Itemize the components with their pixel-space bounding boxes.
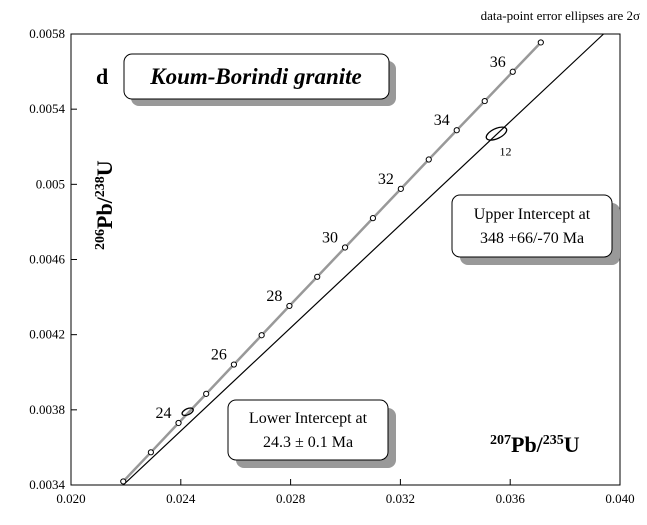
upper-intercept: 348 +66/-70 Ma: [480, 230, 584, 247]
age-point: [425, 156, 432, 163]
age-point: [537, 39, 544, 46]
note: data-point error ellipses are 2σ: [481, 8, 640, 23]
x-tick-label: 0.024: [166, 491, 196, 506]
y-tick-label: 0.0054: [29, 101, 65, 116]
y-tick-label: 0.0058: [29, 26, 65, 41]
x-tick-label: 0.036: [496, 491, 526, 506]
age-point: [481, 97, 488, 105]
x-axis-label: 207Pb/235U: [490, 432, 580, 457]
chart-title: Koum-Borindi granite: [149, 64, 362, 89]
age-point: [509, 68, 516, 75]
age-label: 36: [490, 54, 506, 71]
age-label: 32: [378, 171, 394, 188]
age-label: 26: [211, 347, 227, 364]
y-tick-label: 0.0042: [29, 327, 65, 342]
x-tick-label: 0.020: [56, 491, 85, 506]
age-point: [147, 449, 154, 456]
age-point: [286, 302, 293, 310]
age-label: 24: [156, 405, 172, 422]
y-tick-label: 0.005: [36, 176, 65, 191]
y-axis-label: 206Pb/238U: [92, 160, 117, 250]
lower-intercept: 24.3 ± 0.1 Ma: [263, 434, 353, 451]
y-tick-label: 0.0046: [29, 252, 65, 267]
age-point: [258, 332, 265, 339]
error-ellipse: [181, 407, 194, 417]
discordia-line: [122, 33, 604, 486]
age-point: [341, 244, 349, 251]
ellipse-label: 12: [499, 145, 511, 159]
title-box: [123, 53, 390, 100]
y-tick-label: 0.0034: [29, 477, 65, 492]
age-label: 28: [266, 288, 282, 305]
y-label-part: 238: [93, 176, 108, 197]
age-point: [203, 390, 210, 397]
y-label-part: U: [92, 160, 117, 176]
panel-label: d: [96, 64, 108, 89]
x-tick-label: 0.032: [386, 491, 415, 506]
age-point: [453, 127, 460, 134]
age-point: [369, 215, 377, 222]
age-point: [314, 273, 321, 280]
age-point: [120, 478, 127, 485]
age-point: [230, 361, 238, 368]
error-ellipse: [485, 126, 508, 141]
x-label-part: Pb/: [511, 432, 544, 457]
age-point: [397, 185, 404, 192]
y-label-part: 206: [93, 229, 108, 250]
upper-intercept: Upper Intercept at: [474, 206, 591, 223]
age-point: [175, 419, 182, 427]
x-tick-label: 0.028: [276, 491, 305, 506]
x-label-part: 207: [490, 433, 511, 448]
lower-box: [227, 399, 389, 461]
age-label: 34: [434, 112, 450, 129]
x-tick-label: 0.040: [605, 491, 634, 506]
y-tick-label: 0.0038: [29, 402, 65, 417]
upper-box: [451, 194, 613, 258]
age-label: 30: [322, 229, 338, 246]
x-label-part: U: [564, 432, 580, 457]
y-label-part: Pb/: [92, 196, 117, 229]
x-label-part: 235: [543, 433, 564, 448]
lower-intercept: Lower Intercept at: [249, 410, 368, 427]
